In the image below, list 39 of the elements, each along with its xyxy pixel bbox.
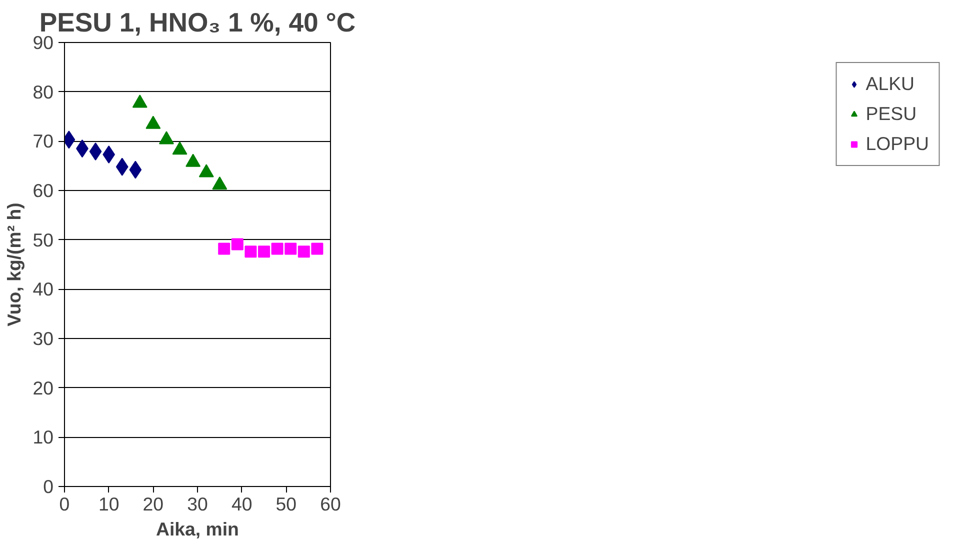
legend-label: PESU	[866, 103, 917, 125]
point	[158, 131, 174, 144]
x-tick-label: 0	[59, 494, 70, 514]
y-tick-label: 80	[32, 81, 54, 102]
y-tick-label: 10	[32, 426, 54, 448]
point	[172, 141, 188, 155]
point	[311, 242, 324, 255]
y-tick-label: 40	[32, 278, 54, 300]
point	[218, 242, 230, 255]
y-tick-label: 70	[32, 130, 54, 152]
point	[244, 246, 257, 258]
x-tick-label: 60	[320, 494, 341, 514]
x-tick-label: 20	[142, 494, 164, 514]
legend-label: LOPPU	[866, 133, 929, 155]
point	[298, 246, 310, 258]
x-axis-title: Aika, min	[156, 518, 239, 540]
x-tick-label: 50	[276, 494, 297, 514]
point	[132, 94, 148, 108]
legend-label: ALKU	[866, 73, 914, 95]
point	[284, 242, 297, 255]
y-tick-label: 50	[32, 229, 54, 250]
point	[271, 242, 284, 255]
point	[146, 116, 161, 129]
y-tick-label: 0	[43, 476, 54, 497]
point	[258, 246, 270, 258]
y-tick-label: 30	[32, 328, 54, 349]
point	[116, 158, 128, 176]
y-tick-label: 20	[32, 377, 54, 398]
x-tick-label: 30	[187, 494, 208, 514]
y-tick-label: 60	[32, 180, 54, 201]
point	[231, 238, 244, 250]
point	[186, 154, 201, 167]
x-tick-label: 40	[231, 494, 252, 514]
point	[129, 160, 142, 179]
point	[89, 142, 102, 161]
y-axis-title: Vuo, kg/(m² h)	[4, 202, 25, 326]
point	[198, 164, 214, 178]
point	[212, 176, 228, 190]
x-tick-label: 10	[98, 494, 120, 514]
